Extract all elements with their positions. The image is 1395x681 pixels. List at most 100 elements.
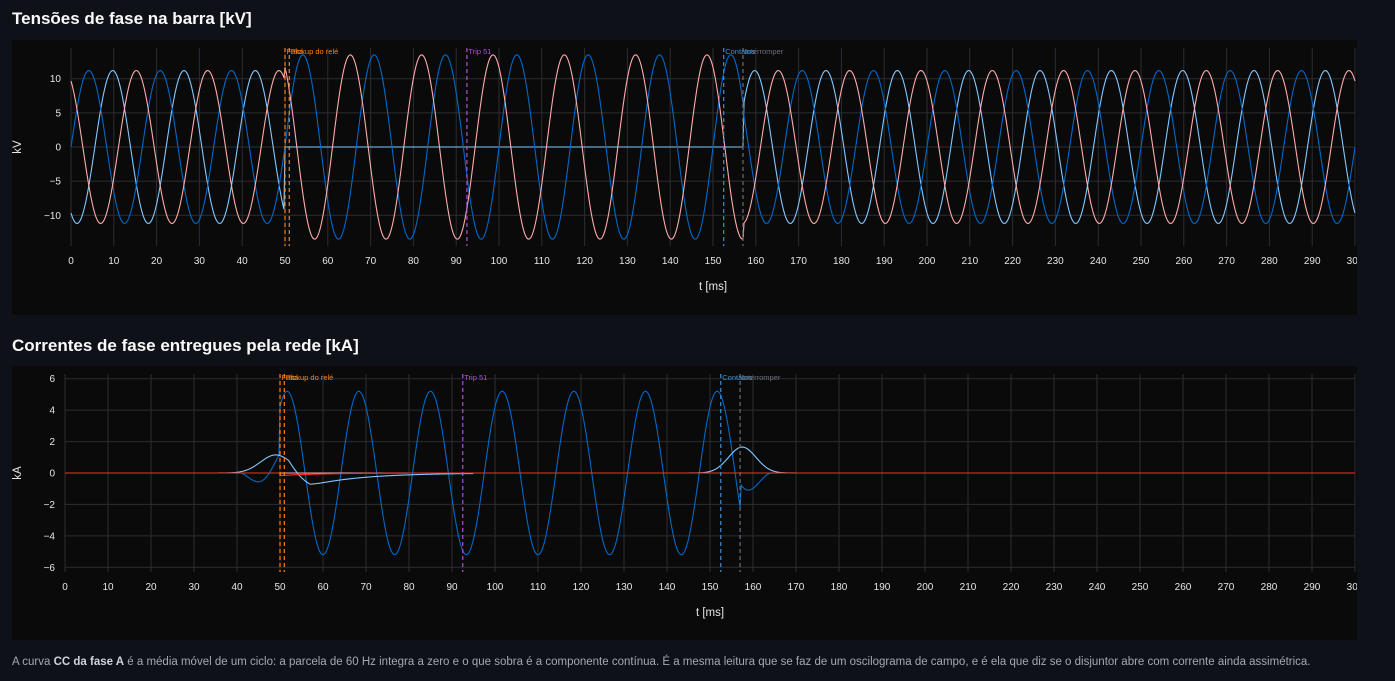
- x-tick-label: 170: [788, 582, 805, 593]
- x-tick-label: 10: [102, 582, 114, 593]
- x-tick-label: 210: [960, 582, 977, 593]
- caption-pre: A curva: [12, 656, 54, 668]
- x-tick-label: 150: [702, 582, 719, 593]
- x-tick-label: 230: [1047, 256, 1064, 267]
- x-tick-label: 140: [659, 582, 676, 593]
- x-tick-label: 220: [1004, 256, 1021, 267]
- x-tick-label: 80: [408, 256, 420, 267]
- x-tick-label: 240: [1089, 582, 1106, 593]
- x-tick-label: 20: [145, 582, 157, 593]
- current-chart[interactable]: 0 10 20 30 40 50 60 70 80 90 100 110 120 130 140 150 160…: [12, 366, 1364, 640]
- event-label-trip: Trip 51: [468, 47, 491, 56]
- x-tick-label: 60: [317, 582, 329, 593]
- x-tick-label: 290: [1304, 582, 1321, 593]
- y-tick-label: 4: [49, 406, 55, 417]
- x-tick-label: 190: [874, 582, 891, 593]
- x-tick-label: 0: [68, 256, 74, 267]
- y-tick-label: −2: [44, 500, 56, 511]
- current-chart-title: Correntes de fase entregues pela rede [k…: [12, 336, 359, 355]
- caption-bold: CC da fase A: [53, 656, 125, 668]
- x-tick-label: 100: [487, 582, 504, 593]
- x-tick-label: 70: [365, 256, 377, 267]
- x-tick-label: 130: [616, 582, 633, 593]
- voltage-chart[interactable]: 0 10 20 30 40 50 60 70 80 90 100 110 120 130 140 150 160…: [12, 40, 1364, 315]
- y-axis-label: kA: [12, 466, 24, 480]
- voltage-phase-c: [70, 54, 1356, 240]
- x-tick-label: 110: [534, 256, 550, 267]
- y-tick-label: 5: [55, 108, 61, 119]
- x-tick-label: 160: [745, 582, 762, 593]
- x-tick-label: 270: [1218, 256, 1235, 267]
- current-chart-svg[interactable]: 0 10 20 30 40 50 60 70 80 90 100 110 120 130 140 150 160…: [12, 366, 1364, 640]
- event-label-trip: Trip 51: [464, 373, 487, 382]
- x-tick-label: 270: [1218, 582, 1235, 593]
- y-tick-label: 10: [50, 74, 62, 85]
- x-tick-label: 290: [1304, 256, 1321, 267]
- x-tick-label: 90: [451, 256, 463, 267]
- x-tick-label: 250: [1132, 582, 1149, 593]
- x-tick-label: 30: [194, 256, 206, 267]
- x-tick-label: 110: [530, 582, 546, 593]
- x-tick-label: 220: [1003, 582, 1020, 593]
- x-tick-label: 90: [446, 582, 458, 593]
- x-tick-label: 130: [619, 256, 636, 267]
- x-tick-label: 210: [961, 256, 978, 267]
- x-tick-label: 280: [1261, 582, 1278, 593]
- x-tick-label: 70: [360, 582, 372, 593]
- x-tick-label: 40: [237, 256, 249, 267]
- y-tick-label: −4: [44, 531, 56, 542]
- x-tick-label: 200: [917, 582, 934, 593]
- tick-labels: 0 10 20 30 40 50 60 70 80 90 100 110 120 130 140 150 160…: [44, 374, 1364, 593]
- x-tick-label: 100: [491, 256, 508, 267]
- x-tick-label: 120: [576, 256, 593, 267]
- y-tick-label: −5: [50, 177, 62, 188]
- event-label-pickup: Falta: [282, 373, 300, 382]
- x-tick-label: 40: [231, 582, 243, 593]
- x-tick-label: 180: [833, 256, 850, 267]
- x-tick-label: 230: [1046, 582, 1063, 593]
- voltage-chart-title: Tensões de fase na barra [kV]: [12, 9, 252, 28]
- caption-post: é a média móvel de um ciclo: a parcela d…: [124, 656, 1311, 668]
- x-tick-label: 240: [1090, 256, 1107, 267]
- event-label-interrupt: Interromper: [742, 373, 781, 382]
- x-tick-label: 50: [274, 582, 286, 593]
- x-tick-label: 190: [876, 256, 893, 267]
- event-label-pickup: Pickup do relé: [291, 47, 339, 56]
- x-tick-label: 160: [747, 256, 764, 267]
- event-label-interrupt: Interromper: [744, 47, 783, 56]
- x-tick-label: 250: [1133, 256, 1150, 267]
- x-tick-label: 10: [108, 256, 120, 267]
- x-tick-label: 200: [919, 256, 936, 267]
- event-label-pickup: Falta: [287, 47, 305, 56]
- y-tick-label: 0: [49, 469, 55, 480]
- voltage-chart-svg[interactable]: 0 10 20 30 40 50 60 70 80 90 100 110 120 130 140 150 160…: [12, 40, 1364, 315]
- x-tick-label: 180: [831, 582, 848, 593]
- event-label-pickup: Pickup do relé: [286, 373, 334, 382]
- x-tick-label: 0: [62, 582, 68, 593]
- x-tick-label: 120: [573, 582, 590, 593]
- y-tick-label: 6: [49, 374, 55, 385]
- x-tick-label: 170: [790, 256, 807, 267]
- y-tick-label: 0: [55, 143, 61, 154]
- x-tick-label: 30: [188, 582, 200, 593]
- x-tick-label: 300: [1347, 582, 1357, 593]
- x-tick-label: 260: [1175, 582, 1192, 593]
- x-tick-label: 150: [705, 256, 722, 267]
- y-axis-label: kV: [12, 140, 24, 154]
- tick-labels: 0 10 20 30 40 50 60 70 80 90 100 110 120 130 140 150 160…: [44, 74, 1364, 267]
- y-tick-label: 2: [49, 437, 55, 448]
- chart-caption: A curva CC da fase A é a média móvel de …: [12, 656, 1311, 668]
- x-tick-label: 300: [1347, 256, 1357, 267]
- x-tick-label: 50: [279, 256, 291, 267]
- x-tick-label: 140: [662, 256, 679, 267]
- x-tick-label: 60: [322, 256, 334, 267]
- event-label-contacts: Contatos: [725, 47, 755, 56]
- x-tick-label: 260: [1175, 256, 1192, 267]
- x-tick-label: 80: [403, 582, 415, 593]
- x-tick-label: 280: [1261, 256, 1278, 267]
- y-tick-label: −6: [44, 563, 56, 574]
- x-axis-label: t [ms]: [696, 607, 724, 619]
- event-label-contacts: Contatos: [722, 373, 752, 382]
